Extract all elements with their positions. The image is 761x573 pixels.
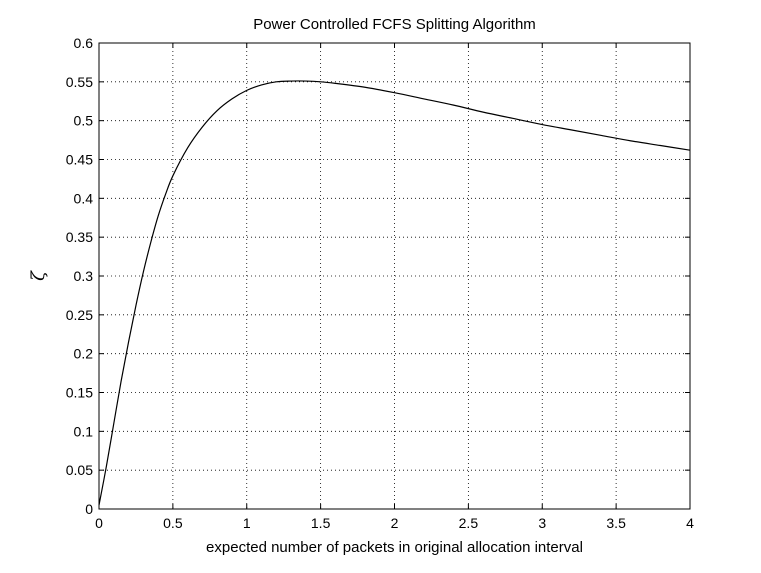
y-tick-label: 0.15	[66, 385, 93, 401]
x-tick-label: 2	[391, 515, 399, 531]
line-layer	[98, 80, 691, 506]
y-tick-label: 0	[85, 501, 93, 517]
y-tick-label: 0.35	[66, 229, 93, 245]
x-tick-label: 0.5	[163, 515, 183, 531]
x-tick-label: 1.5	[311, 515, 331, 531]
y-tick-label: 0.25	[66, 307, 93, 323]
x-tick-label: 3.5	[606, 515, 626, 531]
series-line	[98, 80, 691, 506]
x-axis-label: expected number of packets in original a…	[206, 539, 583, 556]
y-tick-label: 0.55	[66, 74, 93, 90]
y-tick-label: 0.4	[74, 190, 94, 206]
x-tick-label: 3	[538, 515, 546, 531]
ticks: 0 0.5 1 1.5 2 2.5 3 3.5 4 0 0.05 0.1 0.15 0.2 0.25 0.3 0…	[66, 35, 694, 531]
chart-title: Power Controlled FCFS Splitting Algorith…	[253, 16, 536, 33]
x-tick-label: 4	[686, 515, 694, 531]
y-tick-label: 0.5	[74, 113, 94, 129]
x-tick-label: 1	[243, 515, 251, 531]
y-tick-label: 0.1	[74, 423, 94, 439]
y-tick-label: 0.6	[74, 35, 94, 51]
grid	[99, 43, 690, 509]
y-tick-label: 0.3	[74, 268, 94, 284]
y-tick-label: 0.45	[66, 152, 93, 168]
y-axis-label: ζ	[28, 270, 49, 281]
y-tick-label: 0.05	[66, 462, 93, 478]
y-tick-label: 0.2	[74, 346, 94, 362]
x-tick-label: 2.5	[459, 515, 479, 531]
x-tick-label: 0	[95, 515, 103, 531]
